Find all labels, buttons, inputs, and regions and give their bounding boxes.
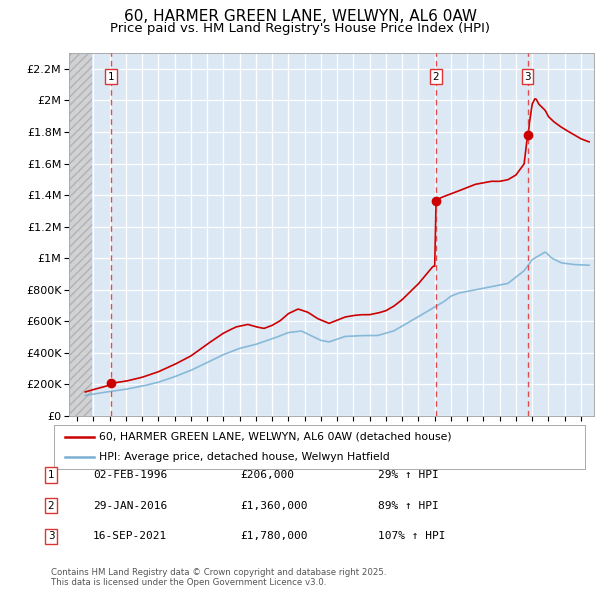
Text: 60, HARMER GREEN LANE, WELWYN, AL6 0AW: 60, HARMER GREEN LANE, WELWYN, AL6 0AW: [124, 9, 476, 24]
Text: £206,000: £206,000: [240, 470, 294, 480]
Text: 16-SEP-2021: 16-SEP-2021: [93, 532, 167, 541]
Text: 29% ↑ HPI: 29% ↑ HPI: [378, 470, 439, 480]
Bar: [69, 53, 92, 416]
Text: 1: 1: [107, 72, 114, 81]
Text: 2: 2: [433, 72, 439, 81]
Text: 107% ↑ HPI: 107% ↑ HPI: [378, 532, 445, 541]
Text: 89% ↑ HPI: 89% ↑ HPI: [378, 501, 439, 510]
Text: 02-FEB-1996: 02-FEB-1996: [93, 470, 167, 480]
Text: £1,780,000: £1,780,000: [240, 532, 308, 541]
Text: 29-JAN-2016: 29-JAN-2016: [93, 501, 167, 510]
Text: 3: 3: [524, 72, 531, 81]
Text: 60, HARMER GREEN LANE, WELWYN, AL6 0AW (detached house): 60, HARMER GREEN LANE, WELWYN, AL6 0AW (…: [99, 432, 452, 442]
Text: 2: 2: [47, 501, 55, 510]
Text: Contains HM Land Registry data © Crown copyright and database right 2025.
This d: Contains HM Land Registry data © Crown c…: [51, 568, 386, 587]
Text: 3: 3: [47, 532, 55, 541]
Text: Price paid vs. HM Land Registry's House Price Index (HPI): Price paid vs. HM Land Registry's House …: [110, 22, 490, 35]
Text: £1,360,000: £1,360,000: [240, 501, 308, 510]
Text: 1: 1: [47, 470, 55, 480]
Text: HPI: Average price, detached house, Welwyn Hatfield: HPI: Average price, detached house, Welw…: [99, 452, 390, 462]
